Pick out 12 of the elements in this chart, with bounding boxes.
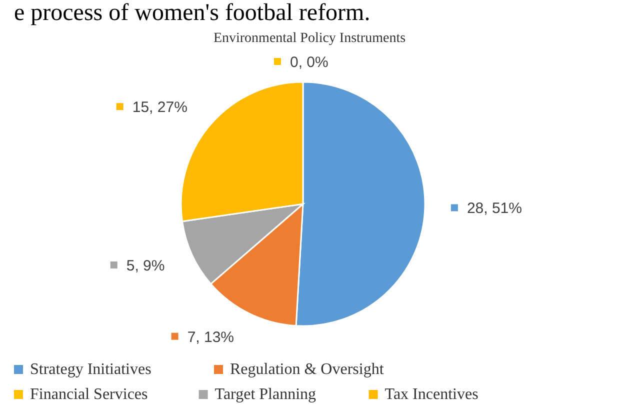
text: e process of women's footbal reform.	[14, 0, 370, 26]
data-label: 28, 51%	[466, 200, 522, 218]
data-label: 5, 9%	[126, 257, 165, 274]
legend-label: Financial Services	[30, 386, 148, 403]
data-label: 7, 13%	[187, 328, 234, 346]
text: 0, 0%	[290, 54, 328, 71]
legend-label: Tax Incentives	[384, 386, 478, 403]
legend-label: Target Planning	[214, 386, 316, 403]
legend-label: Regulation & Oversight	[230, 361, 384, 378]
data-label: 15, 27%	[132, 99, 188, 116]
chart-title: Environmental Policy Instruments	[213, 31, 406, 46]
legend-label: Strategy Initiatives	[30, 361, 152, 378]
